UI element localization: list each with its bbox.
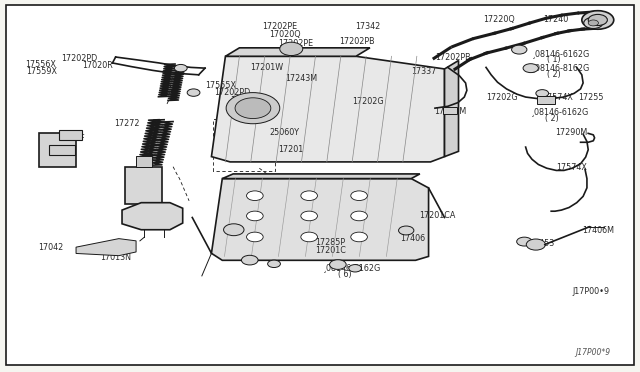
Circle shape (582, 11, 614, 29)
Circle shape (246, 232, 263, 242)
Text: 17020Q: 17020Q (269, 30, 301, 39)
Text: J17P00*9: J17P00*9 (575, 348, 611, 357)
Text: 17202PC: 17202PC (227, 103, 263, 112)
Text: 17341: 17341 (230, 96, 256, 105)
Text: 17406M: 17406M (582, 226, 614, 235)
Text: 17202PE: 17202PE (262, 22, 298, 31)
Circle shape (187, 89, 200, 96)
Circle shape (330, 260, 346, 269)
Circle shape (301, 191, 317, 201)
Polygon shape (211, 179, 429, 260)
Text: 17555X: 17555X (205, 81, 236, 90)
Text: 17202PE: 17202PE (278, 39, 314, 48)
Circle shape (588, 15, 607, 26)
Bar (537, 96, 555, 104)
Text: 17574X: 17574X (556, 163, 587, 172)
Text: 17406: 17406 (400, 234, 425, 243)
Text: 17202PF: 17202PF (51, 134, 85, 143)
Circle shape (351, 211, 367, 221)
Text: 17014M: 17014M (38, 148, 70, 157)
Text: 17013N: 17013N (100, 253, 131, 262)
Text: 17285P: 17285P (315, 238, 345, 247)
Text: J17P00•9: J17P00•9 (572, 287, 609, 296)
Text: ( 6): ( 6) (338, 270, 351, 279)
Polygon shape (122, 203, 182, 230)
Text: 17201C: 17201C (315, 246, 346, 255)
Text: 17202PB: 17202PB (435, 52, 470, 61)
Circle shape (349, 264, 362, 272)
Text: 17202G: 17202G (486, 93, 518, 102)
Circle shape (223, 224, 244, 235)
Text: 17042: 17042 (38, 243, 63, 251)
Text: 17240: 17240 (543, 15, 569, 24)
Circle shape (523, 64, 538, 73)
Text: 17272: 17272 (115, 119, 140, 128)
Circle shape (246, 211, 263, 221)
Circle shape (268, 260, 280, 267)
Circle shape (351, 232, 367, 242)
Text: 17201W: 17201W (250, 63, 283, 72)
Circle shape (226, 93, 280, 124)
Text: 17202PD: 17202PD (61, 54, 98, 62)
Polygon shape (225, 48, 370, 56)
Bar (443, 107, 457, 114)
Polygon shape (222, 174, 420, 179)
Text: 17201CA: 17201CA (419, 211, 455, 220)
Circle shape (399, 226, 414, 235)
Circle shape (301, 211, 317, 221)
Polygon shape (445, 61, 458, 157)
Circle shape (526, 239, 545, 250)
Text: 17251: 17251 (582, 15, 607, 24)
Text: ( 2): ( 2) (547, 70, 561, 79)
Circle shape (280, 42, 303, 55)
Bar (39, 134, 76, 167)
Text: 17220Q: 17220Q (483, 15, 515, 24)
Text: 17202PC: 17202PC (234, 50, 269, 59)
Circle shape (516, 237, 532, 246)
Text: 17453: 17453 (529, 239, 555, 248)
Text: 17201: 17201 (278, 145, 304, 154)
Text: ( 2): ( 2) (545, 114, 559, 123)
Circle shape (246, 191, 263, 201)
Text: 17243M: 17243M (285, 74, 317, 83)
Text: 17337: 17337 (412, 67, 436, 76)
Text: ¸08146-6162G: ¸08146-6162G (531, 108, 589, 116)
Bar (136, 156, 152, 167)
Text: 17255: 17255 (579, 93, 604, 102)
Text: 17202G: 17202G (352, 97, 383, 106)
Text: ¸08146-8162G: ¸08146-8162G (323, 263, 381, 272)
Circle shape (584, 17, 603, 29)
Text: 17574X: 17574X (542, 93, 573, 102)
Text: 17290M: 17290M (555, 128, 588, 137)
Text: 17342: 17342 (355, 22, 380, 31)
Bar (125, 167, 163, 204)
Text: 17202PD: 17202PD (214, 88, 251, 97)
Text: 17020R: 17020R (83, 61, 113, 70)
Text: 17202PB: 17202PB (339, 37, 375, 46)
Bar (49, 145, 75, 155)
Circle shape (241, 255, 258, 265)
Text: ¸08146-8162G: ¸08146-8162G (532, 64, 590, 73)
Circle shape (588, 20, 598, 26)
Circle shape (235, 98, 271, 119)
Bar (60, 131, 82, 140)
Text: 25060Y: 25060Y (269, 128, 299, 137)
Circle shape (511, 45, 527, 54)
Text: 17228M: 17228M (434, 108, 466, 116)
Circle shape (351, 191, 367, 201)
Text: 17559X: 17559X (26, 67, 57, 76)
Circle shape (536, 90, 548, 97)
Text: 17556X: 17556X (25, 60, 56, 69)
Text: ¸08146-6162G: ¸08146-6162G (532, 49, 590, 58)
Polygon shape (76, 238, 136, 256)
Polygon shape (211, 56, 445, 162)
Text: ( 1): ( 1) (547, 55, 561, 64)
Circle shape (174, 64, 187, 72)
Circle shape (301, 232, 317, 242)
